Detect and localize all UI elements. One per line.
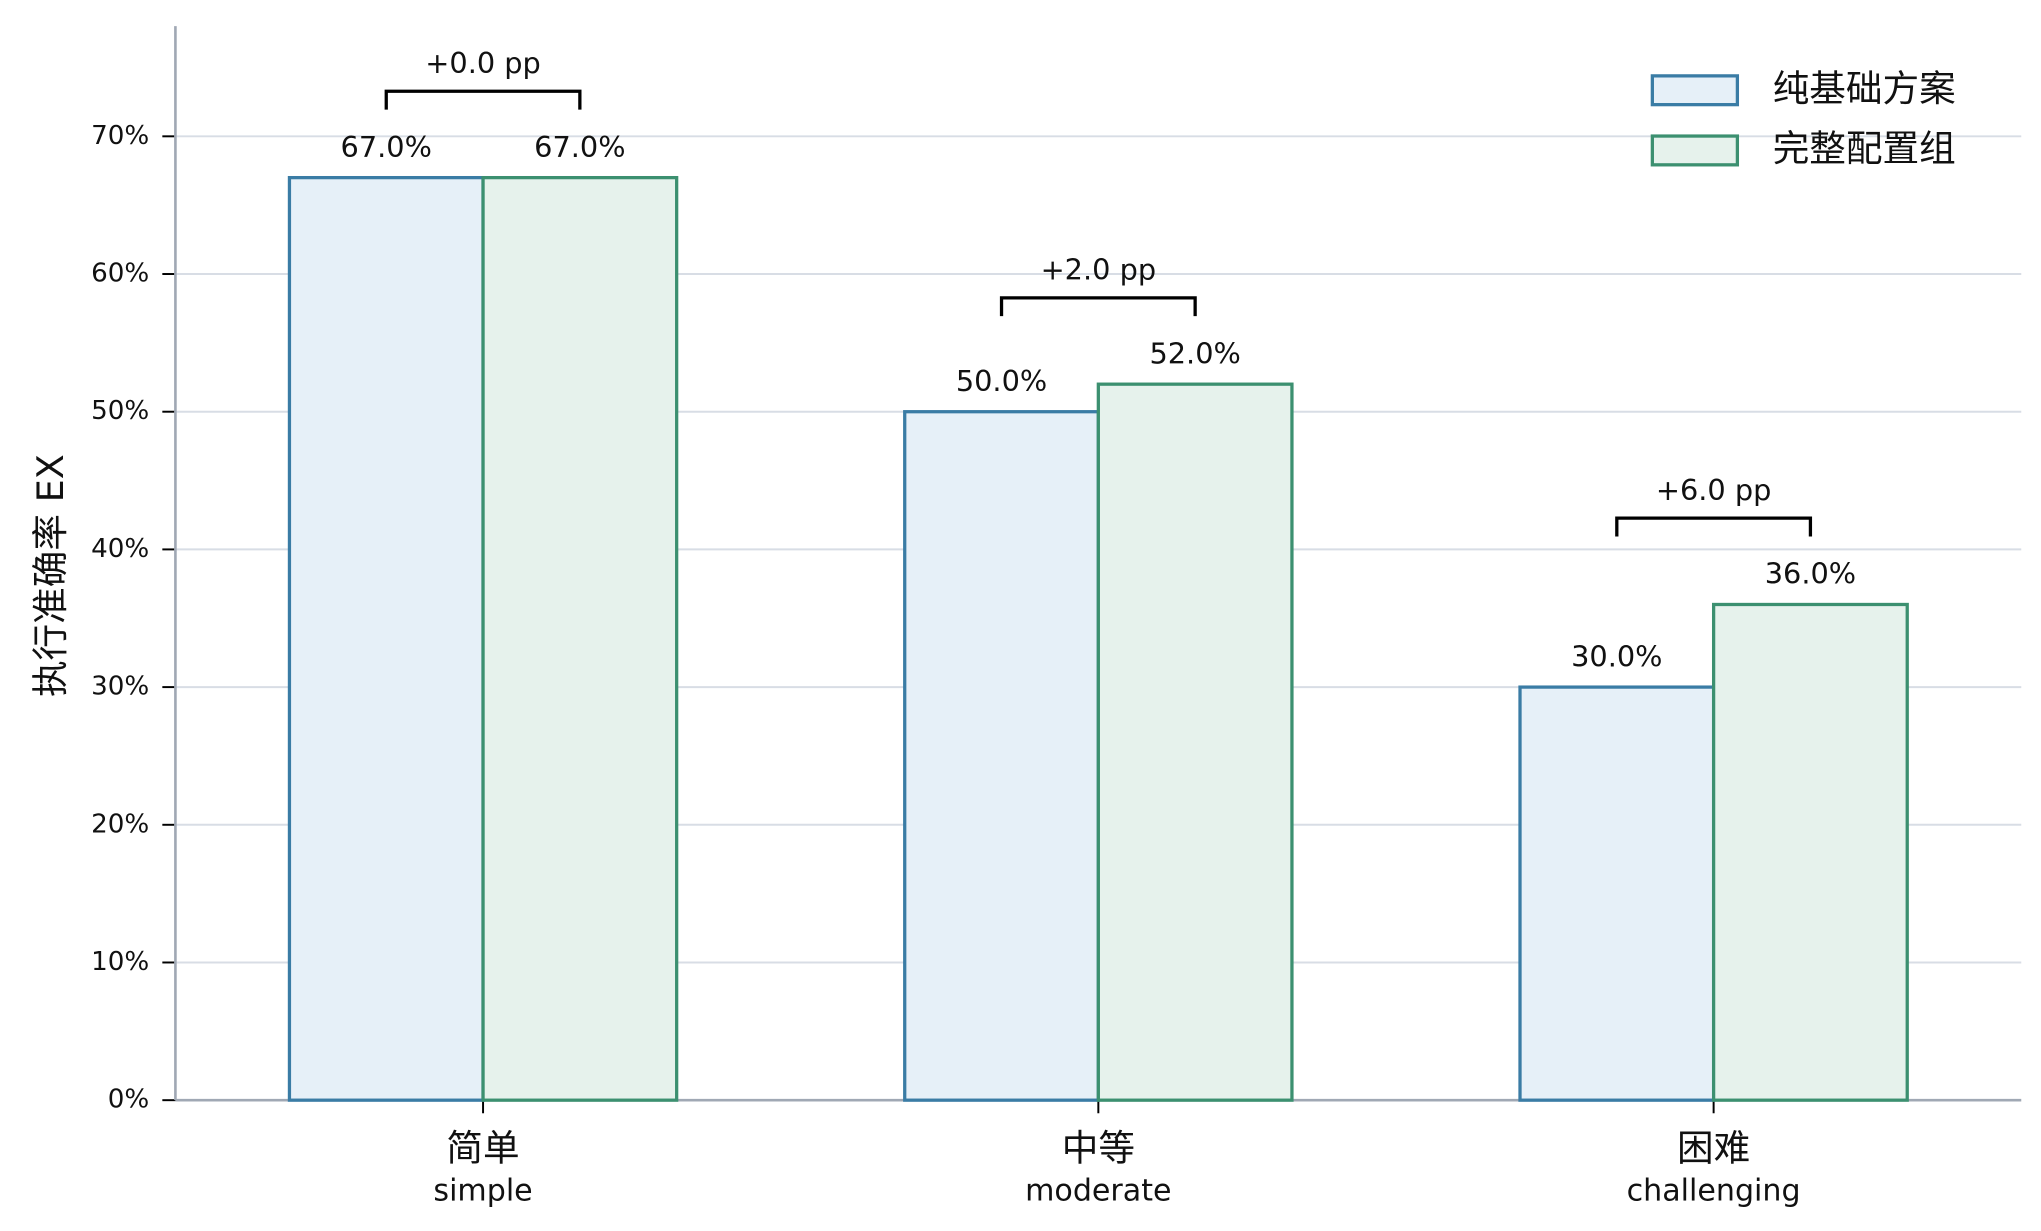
bar: [481, 175, 679, 1102]
difference-label: +0.0 pp: [425, 46, 541, 80]
y-tick-label: 30%: [91, 672, 149, 702]
bar: [1096, 382, 1294, 1102]
bracket: [1615, 516, 1813, 537]
y-tick-label: 0%: [108, 1085, 149, 1115]
bar: [287, 175, 485, 1102]
bracket: [384, 89, 582, 110]
value-label: 67.0%: [534, 130, 625, 164]
value-label: 36.0%: [1765, 557, 1856, 591]
bar: [903, 410, 1100, 1102]
x-tick-label: 中等: [1062, 1126, 1135, 1169]
legend-label: 纯基础方案: [1773, 67, 1956, 110]
value-label: 52.0%: [1149, 336, 1240, 370]
y-tick-label: 50%: [91, 396, 149, 426]
bar: [1518, 685, 1716, 1102]
value-label: 30.0%: [1571, 639, 1662, 673]
x-tick-sublabel: moderate: [1025, 1173, 1171, 1208]
y-tick-label: 10%: [91, 947, 149, 977]
bar: [1711, 602, 1909, 1102]
x-tick-sublabel: simple: [433, 1173, 532, 1208]
legend-swatch: [1650, 74, 1740, 107]
y-axis-label: 执行准确率 EX: [29, 454, 72, 697]
value-label: 67.0%: [341, 130, 432, 164]
legend-label: 完整配置组: [1773, 127, 1956, 170]
difference-label: +6.0 pp: [1656, 473, 1772, 507]
bracket: [999, 296, 1197, 317]
legend-swatch: [1650, 134, 1740, 167]
y-tick-label: 20%: [91, 809, 149, 839]
difference-label: +2.0 pp: [1041, 253, 1157, 287]
x-tick-label: 困难: [1677, 1126, 1750, 1169]
y-tick-label: 60%: [91, 259, 149, 289]
value-label: 50.0%: [956, 364, 1047, 398]
y-tick-label: 70%: [91, 121, 149, 151]
y-tick-label: 40%: [91, 534, 149, 564]
x-tick-sublabel: challenging: [1627, 1173, 1801, 1208]
x-tick-label: 简单: [446, 1126, 519, 1169]
